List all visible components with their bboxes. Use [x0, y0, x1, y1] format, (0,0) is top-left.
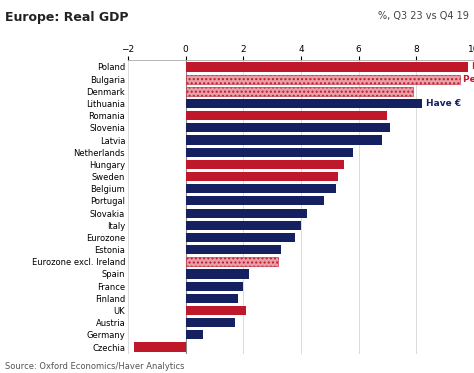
Bar [186, 209, 307, 218]
Bar [186, 245, 281, 254]
Bar [186, 330, 203, 339]
Text: Pegged to €: Pegged to € [463, 75, 474, 84]
Text: Europe: Real GDP: Europe: Real GDP [5, 11, 128, 24]
Bar [186, 282, 243, 291]
Text: %, Q3 23 vs Q4 19: %, Q3 23 vs Q4 19 [378, 11, 469, 21]
Bar [186, 111, 387, 120]
Bar [186, 318, 235, 327]
Bar [186, 135, 382, 145]
Bar [186, 306, 246, 315]
Bar [186, 148, 353, 157]
Bar [186, 269, 249, 279]
Bar [186, 257, 278, 266]
Bar [134, 342, 186, 352]
Bar [186, 233, 295, 242]
Bar [186, 123, 391, 132]
Bar [186, 294, 237, 303]
Text: Have €: Have € [426, 99, 461, 108]
Bar [186, 160, 344, 169]
Bar [186, 221, 301, 230]
Bar [186, 99, 422, 108]
Bar [186, 196, 324, 206]
Text: Source: Oxford Economics/Haver Analytics: Source: Oxford Economics/Haver Analytics [5, 362, 184, 371]
Bar [186, 87, 413, 96]
Bar [186, 184, 336, 193]
Bar [186, 75, 460, 84]
Bar [186, 172, 338, 181]
Bar [186, 62, 468, 72]
Text: Don't have €: Don't have € [472, 63, 474, 72]
